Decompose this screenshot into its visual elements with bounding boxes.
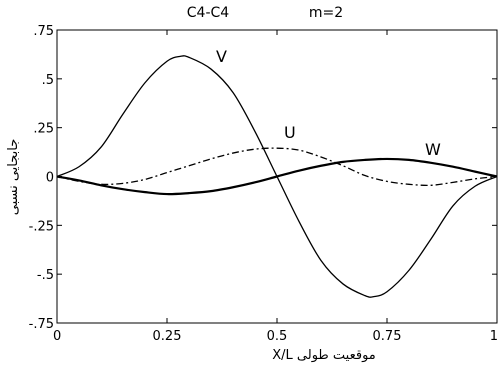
chart-title-right: m=2	[309, 5, 343, 21]
x-tick-label: 0	[53, 329, 61, 344]
y-axis-ticks: .75 .5 .25 0 -.25 -.5 -.75	[29, 24, 497, 332]
x-tick-label: 0.75	[373, 329, 402, 344]
y-tick-label: -.5	[37, 268, 54, 283]
x-tick-label: 0.5	[267, 329, 288, 344]
y-axis-label: جابجایی نسبی	[6, 139, 21, 216]
y-tick-label: 0	[46, 171, 54, 186]
x-tick-label: 1	[490, 329, 498, 344]
x-axis-ticks: 0 0.25 0.5 0.75 1	[53, 30, 498, 344]
x-tick-label: 0.25	[153, 329, 182, 344]
x-axis-label: موقعیت طولی X/L	[272, 348, 376, 363]
y-tick-label: -.75	[29, 317, 54, 332]
series-line-w	[56, 157, 498, 196]
y-tick-label: .5	[42, 73, 54, 88]
series-line-u	[56, 147, 498, 187]
series-label-u: U	[284, 123, 296, 142]
y-tick-label: -.25	[29, 219, 54, 234]
series-layer	[56, 55, 498, 298]
chart-title-left: C4-C4	[187, 5, 230, 21]
y-tick-label: .25	[33, 122, 54, 137]
series-label-w: W	[425, 140, 441, 159]
y-tick-label: .75	[33, 24, 54, 39]
series-label-v: V	[216, 47, 227, 66]
